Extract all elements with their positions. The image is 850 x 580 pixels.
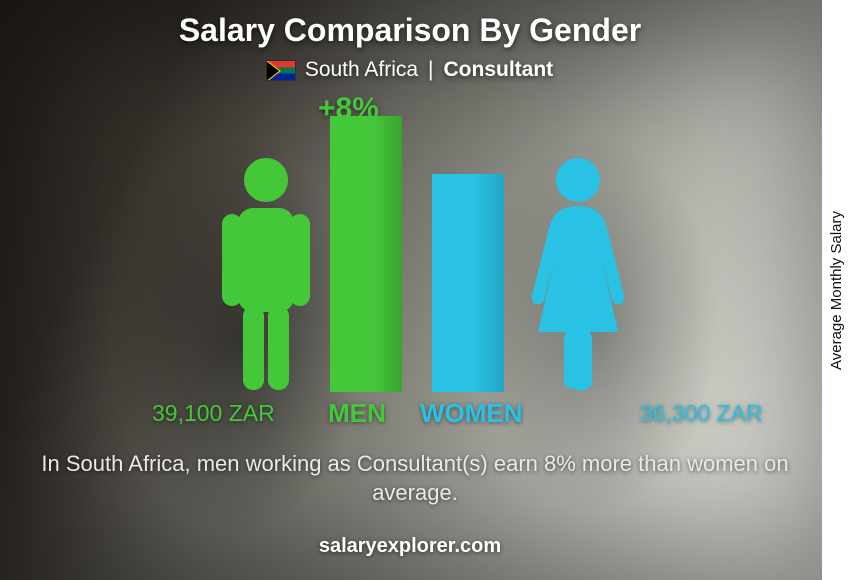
subtitle-role: Consultant xyxy=(444,58,554,82)
chart-label-row: 39,100 ZAR MEN WOMEN 36,300 ZAR xyxy=(0,396,820,430)
men-salary-value: 39,100 ZAR xyxy=(152,400,275,427)
subtitle-country: South Africa xyxy=(305,58,418,82)
men-bar xyxy=(330,116,402,392)
men-label: MEN xyxy=(328,398,386,429)
subtitle-separator: | xyxy=(428,58,433,82)
chart-area: +8% 39,100 ZAR MEN WOMEN 36,300 ZAR xyxy=(0,100,820,430)
female-figure-icon xyxy=(524,156,632,392)
women-bar xyxy=(432,174,504,392)
page-title: Salary Comparison By Gender xyxy=(0,12,820,49)
y-axis-label: Average Monthly Salary xyxy=(828,211,845,370)
infographic-container: Salary Comparison By Gender South Africa… xyxy=(0,0,850,580)
y-axis-label-strip: Average Monthly Salary xyxy=(822,0,850,580)
women-label: WOMEN xyxy=(420,398,523,429)
subtitle-row: South Africa | Consultant xyxy=(0,58,820,82)
south-africa-flag-icon xyxy=(267,61,295,80)
male-figure-icon xyxy=(216,156,316,392)
source-attribution: salaryexplorer.com xyxy=(0,535,820,558)
women-salary-value: 36,300 ZAR xyxy=(640,400,763,427)
caption-text: In South Africa, men working as Consulta… xyxy=(40,449,790,508)
